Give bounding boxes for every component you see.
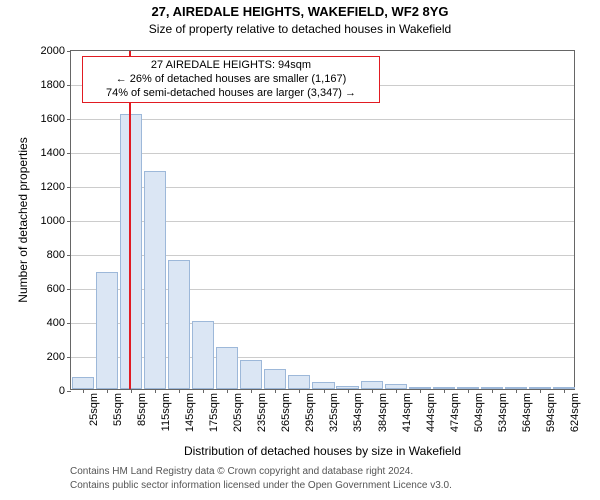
x-tick	[179, 389, 180, 393]
x-tick-label: 474sqm	[449, 387, 461, 441]
property-size-histogram: 27, AIREDALE HEIGHTS, WAKEFIELD, WF2 8YG…	[0, 0, 600, 500]
x-tick	[564, 389, 565, 393]
x-tick-label: 295sqm	[304, 387, 316, 441]
y-gridline	[71, 119, 574, 120]
y-tick-label: 600	[47, 283, 71, 295]
x-tick	[444, 389, 445, 393]
footer-line-1: Contains HM Land Registry data © Crown c…	[70, 466, 413, 477]
x-tick	[492, 389, 493, 393]
histogram-bar	[168, 260, 190, 389]
x-tick	[131, 389, 132, 393]
x-tick-label: 235sqm	[256, 387, 268, 441]
y-tick-label: 2000	[41, 45, 71, 57]
histogram-bar	[216, 347, 238, 390]
x-tick-label: 414sqm	[401, 387, 413, 441]
histogram-bar	[120, 114, 142, 389]
y-axis-label: Number of detached properties	[16, 50, 30, 390]
x-tick	[540, 389, 541, 393]
histogram-bar	[96, 272, 118, 389]
x-tick	[468, 389, 469, 393]
chart-subtitle: Size of property relative to detached ho…	[0, 22, 600, 36]
x-tick-label: 624sqm	[569, 387, 581, 441]
footer-line-2: Contains public sector information licen…	[70, 480, 452, 491]
x-axis-label: Distribution of detached houses by size …	[70, 444, 575, 458]
x-tick-label: 564sqm	[521, 387, 533, 441]
x-tick-label: 205sqm	[232, 387, 244, 441]
x-tick	[275, 389, 276, 393]
x-tick-label: 175sqm	[208, 387, 220, 441]
annotation-line: ← 26% of detached houses are smaller (1,…	[89, 73, 373, 87]
y-tick-label: 800	[47, 249, 71, 261]
y-tick-label: 1800	[41, 79, 71, 91]
x-tick	[299, 389, 300, 393]
x-tick-label: 145sqm	[184, 387, 196, 441]
annotation-line: 27 AIREDALE HEIGHTS: 94sqm	[89, 59, 373, 73]
x-tick-label: 504sqm	[473, 387, 485, 441]
y-tick-label: 1600	[41, 113, 71, 125]
y-tick-label: 1200	[41, 181, 71, 193]
x-tick	[516, 389, 517, 393]
x-tick-label: 85sqm	[136, 387, 148, 441]
x-tick	[420, 389, 421, 393]
y-gridline	[71, 153, 574, 154]
x-tick-label: 265sqm	[280, 387, 292, 441]
x-tick	[348, 389, 349, 393]
y-tick-label: 200	[47, 351, 71, 363]
x-tick	[251, 389, 252, 393]
x-tick-label: 444sqm	[425, 387, 437, 441]
x-tick-label: 55sqm	[112, 387, 124, 441]
x-tick-label: 594sqm	[545, 387, 557, 441]
y-tick-label: 1000	[41, 215, 71, 227]
x-tick	[83, 389, 84, 393]
y-tick-label: 1400	[41, 147, 71, 159]
x-tick	[155, 389, 156, 393]
x-tick	[372, 389, 373, 393]
y-tick-label: 400	[47, 317, 71, 329]
x-tick-label: 25sqm	[88, 387, 100, 441]
x-tick	[324, 389, 325, 393]
x-tick-label: 354sqm	[352, 387, 364, 441]
y-tick-label: 0	[59, 385, 71, 397]
x-tick	[203, 389, 204, 393]
histogram-bar	[144, 171, 166, 389]
x-tick	[396, 389, 397, 393]
annotation-line: 74% of semi-detached houses are larger (…	[89, 87, 373, 101]
annotation-box: 27 AIREDALE HEIGHTS: 94sqm← 26% of detac…	[82, 56, 380, 103]
x-tick	[227, 389, 228, 393]
x-tick-label: 534sqm	[497, 387, 509, 441]
histogram-bar	[264, 369, 286, 389]
histogram-bar	[192, 321, 214, 389]
x-tick-label: 115sqm	[160, 387, 172, 441]
x-tick	[107, 389, 108, 393]
chart-title: 27, AIREDALE HEIGHTS, WAKEFIELD, WF2 8YG	[0, 4, 600, 19]
x-tick-label: 325sqm	[328, 387, 340, 441]
histogram-bar	[240, 360, 262, 389]
x-tick-label: 384sqm	[377, 387, 389, 441]
